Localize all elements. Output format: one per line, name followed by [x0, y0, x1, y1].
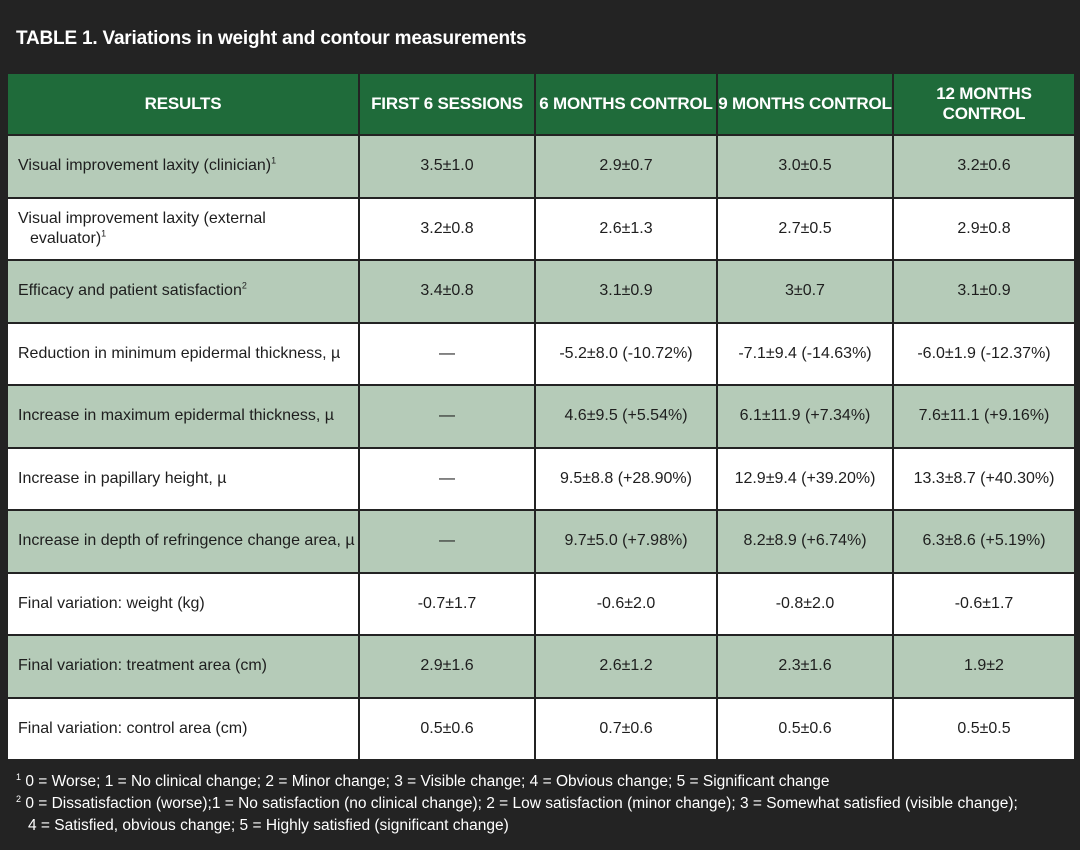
cell-value: 0.5±0.5 — [892, 696, 1076, 761]
row-label-text: Reduction in minimum epidermal thickness… — [18, 344, 341, 362]
footnote-text: 0 = Worse; 1 = No clinical change; 2 = M… — [25, 773, 830, 790]
cell-value: 8.2±8.9 (+6.74%) — [716, 509, 894, 574]
cell-value: 6.1±11.9 (+7.34%) — [716, 384, 894, 449]
cell-value: -0.8±2.0 — [716, 571, 894, 636]
row-label: Final variation: control area (cm) — [6, 696, 360, 761]
cell-value: 3.0±0.5 — [716, 134, 894, 199]
row-label-text: Final variation: treatment area (cm) — [18, 657, 267, 675]
header-12-months-control: 12 MONTHS CONTROL — [892, 72, 1076, 136]
cell-value: 7.6±11.1 (+9.16%) — [892, 384, 1076, 449]
table-row: Final variation: weight (kg) -0.7±1.7 -0.6… — [6, 571, 1076, 636]
footnote-text: 0 = Dissatisfaction (worse);1 = No satis… — [25, 795, 1018, 812]
cell-value: 3.2±0.6 — [892, 134, 1076, 199]
cell-value: 3.5±1.0 — [358, 134, 536, 199]
footnote-ref: 2 — [241, 280, 247, 291]
row-label-text: Increase in papillary height, µ — [18, 469, 227, 487]
footnote-ref: 1 — [271, 155, 277, 166]
cell-value: 3.1±0.9 — [534, 259, 718, 324]
row-label: Reduction in minimum epidermal thickness… — [6, 321, 360, 386]
cell-value: -0.6±1.7 — [892, 571, 1076, 636]
header-results: RESULTS — [6, 72, 360, 136]
row-label: Increase in papillary height, µ — [6, 446, 360, 511]
table-row: Reduction in minimum epidermal thickness… — [6, 321, 1076, 386]
table-row: Efficacy and patient satisfaction2 3.4±0.… — [6, 259, 1076, 324]
cell-value: — — [358, 321, 536, 386]
row-label-text: Visual improvement laxity (clinician) — [18, 157, 272, 175]
footnote-continuation: 4 = Satisfied, obvious change; 5 = Highl… — [28, 817, 509, 834]
row-label-text: Increase in maximum epidermal thickness,… — [18, 407, 334, 425]
row-label-text: Efficacy and patient satisfaction — [18, 282, 242, 300]
cell-value: 2.3±1.6 — [716, 634, 894, 699]
cell-value: -0.6±2.0 — [534, 571, 718, 636]
row-label: Visual improvement laxity (external evalu… — [6, 196, 360, 261]
cell-value: — — [358, 446, 536, 511]
cell-value: 2.9±0.8 — [892, 196, 1076, 261]
cell-value: 3±0.7 — [716, 259, 894, 324]
row-label: Increase in maximum epidermal thickness,… — [6, 384, 360, 449]
cell-value: 2.6±1.3 — [534, 196, 718, 261]
row-label-text: Increase in depth of refringence change … — [18, 532, 355, 550]
header-first-6-sessions: FIRST 6 SESSIONS — [358, 72, 536, 136]
footnote-marker: 1 — [16, 771, 22, 782]
cell-value: 9.7±5.0 (+7.98%) — [534, 509, 718, 574]
table-row: Visual improvement laxity (clinician)1 3.… — [6, 134, 1076, 199]
cell-value: 6.3±8.6 (+5.19%) — [892, 509, 1076, 574]
cell-value: 3.4±0.8 — [358, 259, 536, 324]
cell-value: 2.9±0.7 — [534, 134, 718, 199]
cell-value: 2.9±1.6 — [358, 634, 536, 699]
table-title: TABLE 1. Variations in weight and contou… — [16, 28, 527, 49]
footnote-item: 2 0 = Dissatisfaction (worse);1 = No sat… — [16, 793, 1066, 815]
cell-value: 4.6±9.5 (+5.54%) — [534, 384, 718, 449]
table-row: Increase in depth of refringence change … — [6, 509, 1076, 574]
row-label: Efficacy and patient satisfaction2 — [6, 259, 360, 324]
cell-value: — — [358, 509, 536, 574]
table-row: Increase in maximum epidermal thickness,… — [6, 384, 1076, 449]
row-label: Final variation: weight (kg) — [6, 571, 360, 636]
cell-value: -5.2±8.0 (-10.72%) — [534, 321, 718, 386]
table-row: Final variation: control area (cm) 0.5±0.… — [6, 696, 1076, 761]
row-label-text: Visual improvement laxity (external — [18, 209, 266, 227]
cell-value: 3.2±0.8 — [358, 196, 536, 261]
cell-value: 3.1±0.9 — [892, 259, 1076, 324]
table-row: Final variation: treatment area (cm) 2.9±… — [6, 634, 1076, 699]
footnote-marker: 2 — [16, 793, 22, 804]
row-label-text: Final variation: weight (kg) — [18, 594, 205, 612]
cell-value: -0.7±1.7 — [358, 571, 536, 636]
row-label: Visual improvement laxity (clinician)1 — [6, 134, 360, 199]
row-label: Increase in depth of refringence change … — [6, 509, 360, 574]
cell-value: 0.5±0.6 — [358, 696, 536, 761]
table-row: Visual improvement laxity (external evalu… — [6, 196, 1076, 261]
cell-value: 12.9±9.4 (+39.20%) — [716, 446, 894, 511]
row-label-continuation: evaluator) — [30, 229, 102, 247]
cell-value: 2.7±0.5 — [716, 196, 894, 261]
header-row: RESULTS FIRST 6 SESSIONS 6 MONTHS CONTRO… — [6, 72, 1076, 136]
cell-value: — — [358, 384, 536, 449]
cell-value: 0.5±0.6 — [716, 696, 894, 761]
header-6-months-control: 6 MONTHS CONTROL — [534, 72, 718, 136]
cell-value: 0.7±0.6 — [534, 696, 718, 761]
cell-value: 1.9±2 — [892, 634, 1076, 699]
footnote-ref: 1 — [101, 228, 107, 239]
cell-value: -6.0±1.9 (-12.37%) — [892, 321, 1076, 386]
results-table: RESULTS FIRST 6 SESSIONS 6 MONTHS CONTRO… — [6, 72, 1076, 761]
cell-value: 13.3±8.7 (+40.30%) — [892, 446, 1076, 511]
footnote-item: 1 0 = Worse; 1 = No clinical change; 2 =… — [16, 771, 1066, 793]
cell-value: -7.1±9.4 (-14.63%) — [716, 321, 894, 386]
cell-value: 2.6±1.2 — [534, 634, 718, 699]
header-9-months-control: 9 MONTHS CONTROL — [716, 72, 894, 136]
row-label-text: Final variation: control area (cm) — [18, 719, 248, 737]
row-label: Final variation: treatment area (cm) — [6, 634, 360, 699]
table-row: Increase in papillary height, µ —9.5±8.8 … — [6, 446, 1076, 511]
footnotes: 1 0 = Worse; 1 = No clinical change; 2 =… — [6, 761, 1074, 837]
cell-value: 9.5±8.8 (+28.90%) — [534, 446, 718, 511]
